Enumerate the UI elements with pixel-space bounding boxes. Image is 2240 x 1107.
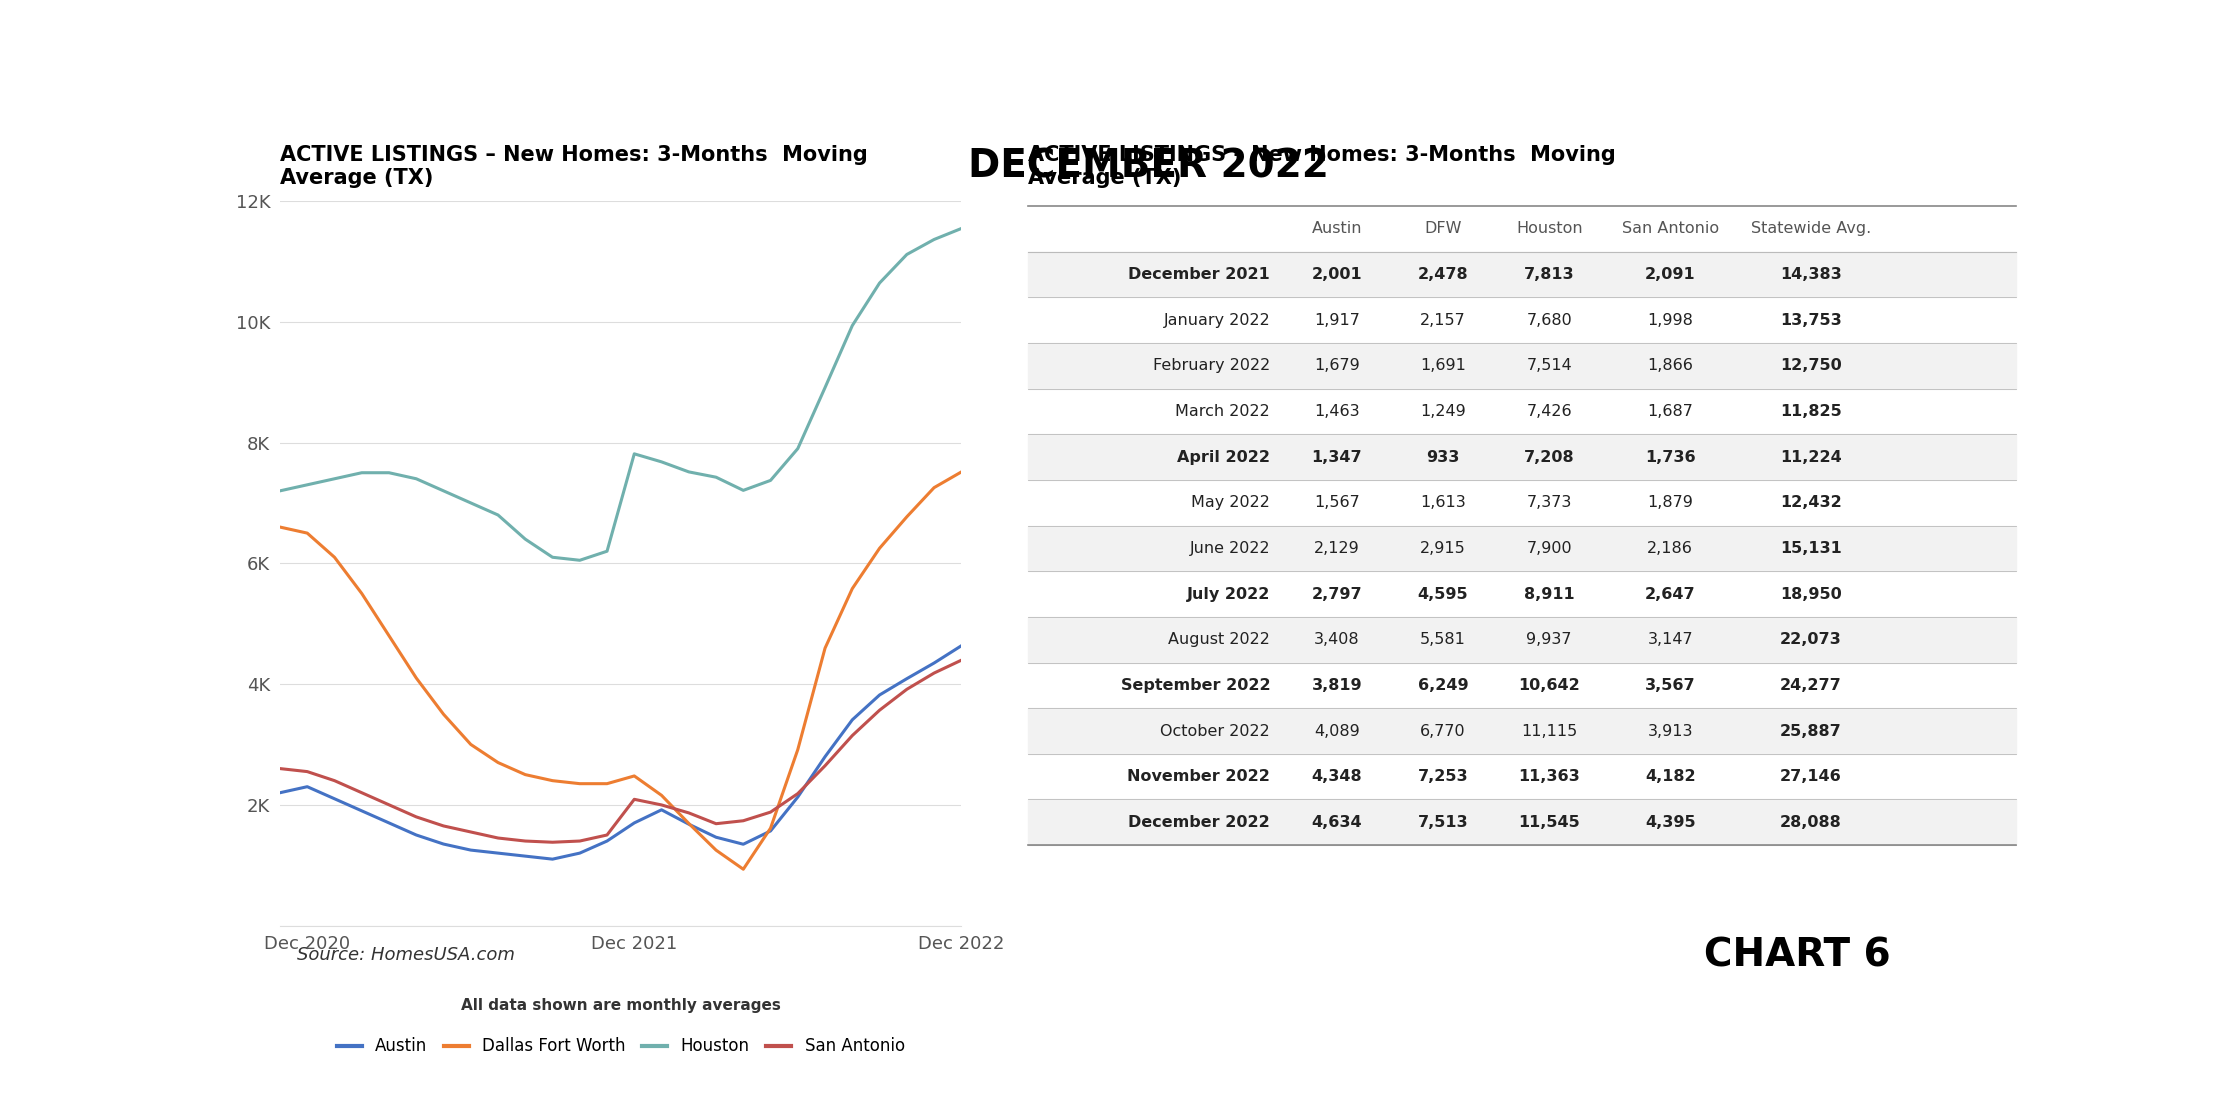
Text: 13,753: 13,753 <box>1781 312 1841 328</box>
Text: 6,249: 6,249 <box>1418 677 1469 693</box>
Text: October 2022: October 2022 <box>1160 724 1270 738</box>
Text: May 2022: May 2022 <box>1192 495 1270 510</box>
Text: 933: 933 <box>1427 449 1460 465</box>
Text: 3,913: 3,913 <box>1646 724 1693 738</box>
Text: 7,208: 7,208 <box>1523 449 1575 465</box>
Text: 2,129: 2,129 <box>1315 541 1360 556</box>
Text: 5,581: 5,581 <box>1420 632 1465 648</box>
Text: 7,253: 7,253 <box>1418 769 1469 784</box>
Text: 2,915: 2,915 <box>1420 541 1465 556</box>
Text: 4,089: 4,089 <box>1315 724 1360 738</box>
Text: 12,432: 12,432 <box>1781 495 1841 510</box>
Text: April 2022: April 2022 <box>1178 449 1270 465</box>
Text: December 2021: December 2021 <box>1129 267 1270 282</box>
Text: 2,001: 2,001 <box>1310 267 1362 282</box>
Bar <box>1028 708 2016 754</box>
Text: 4,182: 4,182 <box>1644 769 1696 784</box>
Text: 3,567: 3,567 <box>1644 677 1696 693</box>
Text: 7,900: 7,900 <box>1525 541 1572 556</box>
Text: 10,642: 10,642 <box>1519 677 1579 693</box>
Text: DFW: DFW <box>1425 221 1463 237</box>
Text: 3,408: 3,408 <box>1315 632 1360 648</box>
Text: August 2022: August 2022 <box>1169 632 1270 648</box>
Bar <box>1028 251 2016 298</box>
Text: July 2022: July 2022 <box>1187 587 1270 601</box>
Text: 1,879: 1,879 <box>1646 495 1693 510</box>
Text: 28,088: 28,088 <box>1781 815 1841 830</box>
Text: 1,687: 1,687 <box>1646 404 1693 420</box>
Text: 7,813: 7,813 <box>1523 267 1575 282</box>
Text: ACTIVE LISTINGS – New Homes: 3-Months  Moving
Average (TX): ACTIVE LISTINGS – New Homes: 3-Months Mo… <box>280 145 867 188</box>
Text: 7,373: 7,373 <box>1525 495 1572 510</box>
Text: 22,073: 22,073 <box>1781 632 1841 648</box>
Text: 11,363: 11,363 <box>1519 769 1579 784</box>
Text: Houston: Houston <box>1516 221 1581 237</box>
Text: 4,348: 4,348 <box>1310 769 1362 784</box>
Text: 2,797: 2,797 <box>1310 587 1362 601</box>
Text: 1,567: 1,567 <box>1315 495 1360 510</box>
Text: 3,147: 3,147 <box>1646 632 1693 648</box>
Bar <box>1028 526 2016 571</box>
Text: 8,911: 8,911 <box>1523 587 1575 601</box>
Text: 4,595: 4,595 <box>1418 587 1469 601</box>
Text: ACTIVE LISTINGS – New Homes: 3-Months  Moving
Average (TX): ACTIVE LISTINGS – New Homes: 3-Months Mo… <box>1028 145 1615 188</box>
Text: 27,146: 27,146 <box>1781 769 1841 784</box>
Text: 1,679: 1,679 <box>1315 359 1360 373</box>
Text: 1,463: 1,463 <box>1315 404 1360 420</box>
Text: September 2022: September 2022 <box>1120 677 1270 693</box>
Text: 2,157: 2,157 <box>1420 312 1465 328</box>
Text: 25,887: 25,887 <box>1781 724 1841 738</box>
Text: 2,647: 2,647 <box>1644 587 1696 601</box>
Text: 11,825: 11,825 <box>1781 404 1841 420</box>
Text: 12,750: 12,750 <box>1781 359 1841 373</box>
Text: 11,224: 11,224 <box>1781 449 1841 465</box>
Text: 1,736: 1,736 <box>1644 449 1696 465</box>
Text: 15,131: 15,131 <box>1781 541 1841 556</box>
Text: 2,478: 2,478 <box>1418 267 1469 282</box>
Text: 11,545: 11,545 <box>1519 815 1579 830</box>
Text: Source: HomesUSA.com: Source: HomesUSA.com <box>298 946 515 964</box>
Text: 11,115: 11,115 <box>1521 724 1577 738</box>
Text: December 2022: December 2022 <box>1129 815 1270 830</box>
Text: 7,513: 7,513 <box>1418 815 1469 830</box>
Text: 4,395: 4,395 <box>1644 815 1696 830</box>
Bar <box>1028 343 2016 389</box>
Text: San Antonio: San Antonio <box>1622 221 1718 237</box>
Text: Statewide Avg.: Statewide Avg. <box>1752 221 1870 237</box>
Text: 14,383: 14,383 <box>1781 267 1841 282</box>
Text: CHART 6: CHART 6 <box>1702 937 1891 974</box>
Text: 1,917: 1,917 <box>1315 312 1360 328</box>
Text: 2,186: 2,186 <box>1646 541 1693 556</box>
Legend: Austin, Dallas Fort Worth, Houston, San Antonio: Austin, Dallas Fort Worth, Houston, San … <box>329 1031 912 1062</box>
Text: 7,514: 7,514 <box>1525 359 1572 373</box>
Bar <box>1028 617 2016 663</box>
Text: 4,634: 4,634 <box>1310 815 1362 830</box>
Text: 1,998: 1,998 <box>1646 312 1693 328</box>
Text: 1,249: 1,249 <box>1420 404 1465 420</box>
Bar <box>1028 799 2016 845</box>
Text: March 2022: March 2022 <box>1176 404 1270 420</box>
Text: 7,426: 7,426 <box>1525 404 1572 420</box>
Text: January 2022: January 2022 <box>1163 312 1270 328</box>
Text: 7,680: 7,680 <box>1525 312 1572 328</box>
Text: November 2022: November 2022 <box>1127 769 1270 784</box>
Text: February 2022: February 2022 <box>1154 359 1270 373</box>
Bar <box>1028 434 2016 480</box>
Text: All data shown are monthly averages: All data shown are monthly averages <box>461 999 780 1013</box>
Text: June 2022: June 2022 <box>1189 541 1270 556</box>
Text: 18,950: 18,950 <box>1781 587 1841 601</box>
Text: 9,937: 9,937 <box>1525 632 1572 648</box>
Text: 1,866: 1,866 <box>1646 359 1693 373</box>
Text: 1,347: 1,347 <box>1310 449 1362 465</box>
Text: 1,613: 1,613 <box>1420 495 1465 510</box>
Text: 24,277: 24,277 <box>1781 677 1841 693</box>
Text: Austin: Austin <box>1313 221 1362 237</box>
Text: 1,691: 1,691 <box>1420 359 1465 373</box>
Text: 3,819: 3,819 <box>1310 677 1362 693</box>
Text: 2,091: 2,091 <box>1644 267 1696 282</box>
Text: DECEMBER 2022: DECEMBER 2022 <box>968 148 1328 186</box>
Text: 6,770: 6,770 <box>1420 724 1465 738</box>
